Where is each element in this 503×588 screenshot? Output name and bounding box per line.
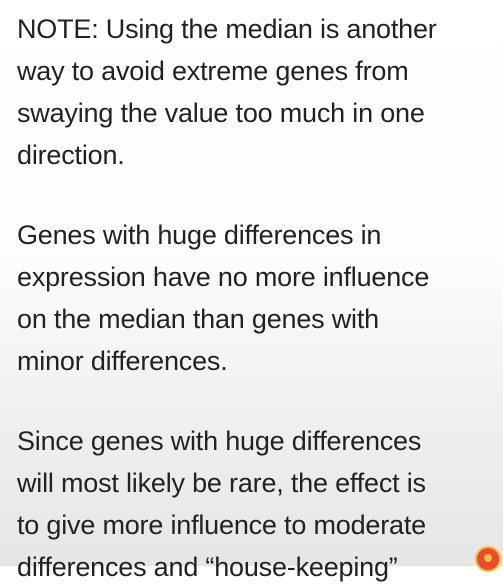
note-paragraph: NOTE: Using the median is another way to… (17, 8, 495, 176)
text-line: differences and “house-keeping” (17, 552, 398, 582)
channel-logo-icon (475, 546, 501, 572)
text-line: minor differences. (17, 346, 228, 376)
text-line: Genes with huge differences in (17, 220, 382, 250)
slide-content: NOTE: Using the median is another way to… (17, 8, 501, 582)
text-line: NOTE: Using the median is another (17, 14, 437, 44)
text-line: way to avoid extreme genes from (17, 56, 409, 86)
text-line: will most likely be rare, the effect is (17, 468, 426, 498)
text-line: to give more influence to moderate (17, 510, 426, 540)
text-line: direction. (17, 140, 125, 170)
effect-paragraph: Since genes with huge differences will m… (17, 420, 495, 588)
text-line: expression have no more influence (17, 262, 430, 292)
text-line: Since genes with huge differences (17, 426, 422, 456)
text-line: swaying the value too much in one (17, 98, 425, 128)
influence-paragraph: Genes with huge differences in expressio… (17, 214, 495, 382)
text-line: on the median than genes with (17, 304, 379, 334)
